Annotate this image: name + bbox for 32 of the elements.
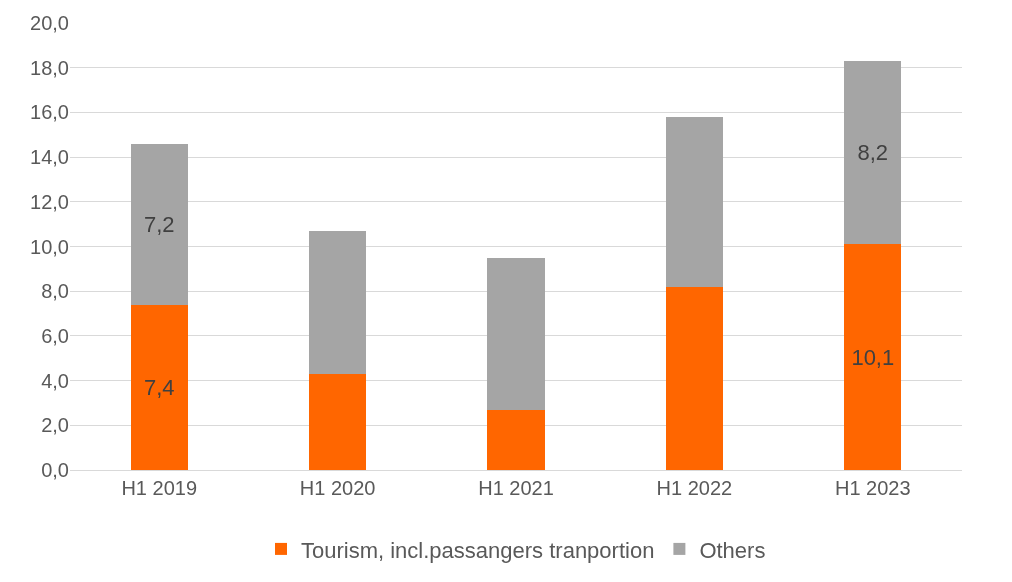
bar <box>844 61 902 245</box>
y-tick-label: 2,0 <box>41 414 69 437</box>
y-tick-label: 6,0 <box>41 324 69 347</box>
bar <box>665 286 723 470</box>
data-label: 7,2 <box>143 211 175 237</box>
y-tick-label: 14,0 <box>30 146 69 169</box>
legend-label: Tourism, incl.passangers tranportion <box>301 537 655 563</box>
bar <box>487 409 545 470</box>
x-tick-label: H1 2022 <box>656 477 733 499</box>
bar <box>487 257 545 410</box>
y-tick-label: 10,0 <box>30 235 69 258</box>
bar <box>665 116 723 287</box>
y-tick-label: 0,0 <box>41 459 69 481</box>
y-tick-label: 20,0 <box>30 12 69 34</box>
bar <box>130 304 188 470</box>
data-label: 7,4 <box>143 374 175 400</box>
y-tick-label: 4,0 <box>41 369 69 392</box>
y-tick-label: 12,0 <box>30 190 69 213</box>
y-tick-label: 16,0 <box>30 101 69 124</box>
bar <box>309 230 367 374</box>
bar <box>844 244 902 470</box>
bar <box>309 373 367 470</box>
legend-label: Others <box>699 537 766 563</box>
x-tick-label: H1 2019 <box>121 477 198 499</box>
y-tick-label: 18,0 <box>30 56 69 79</box>
data-label: 8,2 <box>857 140 889 166</box>
x-tick-label: H1 2021 <box>478 477 554 499</box>
x-tick-label: H1 2020 <box>299 477 376 499</box>
y-tick-label: 8,0 <box>41 280 69 303</box>
x-tick-label: H1 2023 <box>834 477 911 499</box>
bar <box>130 143 188 305</box>
data-label: 10,1 <box>851 344 895 370</box>
